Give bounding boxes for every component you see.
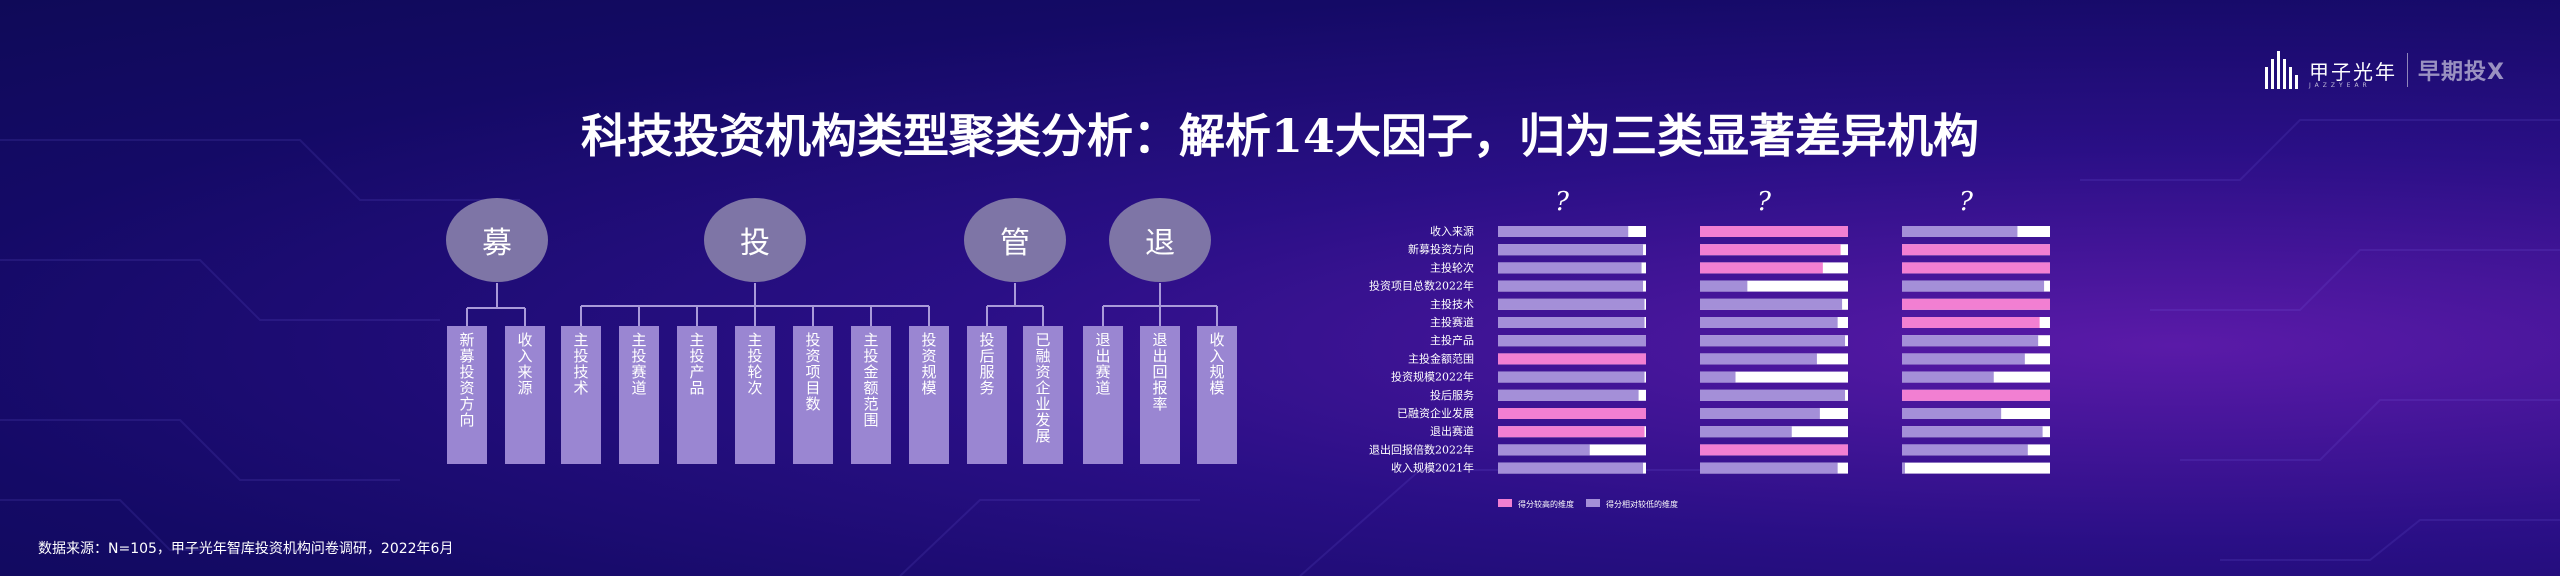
- bar-value: [1902, 389, 2050, 401]
- bar-value: [1700, 426, 1792, 438]
- factor-box: 退出回报率: [1140, 326, 1180, 464]
- bar-value: [1498, 462, 1644, 474]
- brand-logo: 甲子光年 JAZZYEAR 早期投X: [2265, 48, 2505, 92]
- bar-value: [1700, 335, 1846, 347]
- bar-value: [1498, 335, 1646, 347]
- factor-box: 已融资企业发展: [1023, 326, 1063, 464]
- bar-value: [1498, 371, 1645, 383]
- group-invest-node: 投: [704, 198, 806, 282]
- bar-value: [1498, 280, 1644, 292]
- factor-box: 新募投资方向: [447, 326, 487, 464]
- bar-value: [1498, 244, 1644, 256]
- data-source-note: 数据来源：N=105，甲子光年智库投资机构问卷调研，2022年6月: [38, 541, 454, 557]
- category-label: 已融资企业发展: [1397, 406, 1474, 420]
- category-label: 收入规模2021年: [1391, 461, 1474, 475]
- bar-value: [1700, 444, 1848, 456]
- bar-value: [1498, 444, 1590, 456]
- factor-box: 主投赛道: [619, 326, 659, 464]
- factor-box: 投资项目数: [793, 326, 833, 464]
- bar-value: [1498, 298, 1645, 310]
- bar-value: [1902, 426, 2043, 438]
- bar-background: [1700, 280, 1848, 292]
- factor-box: 主投技术: [561, 326, 601, 464]
- legend-low-label: 得分相对较低的维度: [1606, 499, 1678, 509]
- category-label: 主投轮次: [1430, 260, 1474, 274]
- factor-box: 主投金额范围: [851, 326, 891, 464]
- bar-value: [1902, 280, 2045, 292]
- bar-value: [1902, 353, 2025, 365]
- legend-low-swatch: [1586, 499, 1600, 507]
- factor-box: 收入来源: [505, 326, 545, 464]
- bar-value: [1498, 353, 1646, 365]
- category-label: 主投技术: [1430, 297, 1474, 311]
- bar-background: [1902, 462, 2050, 474]
- bar-value: [1700, 353, 1817, 365]
- group-manage-node: 管: [964, 198, 1066, 282]
- bar-value: [1498, 226, 1629, 237]
- bar-value: [1902, 244, 2050, 256]
- bar-value: [1700, 262, 1823, 274]
- bar-value: [1700, 317, 1838, 328]
- bar-background: [1700, 371, 1848, 383]
- bar-value: [1700, 280, 1748, 292]
- bar-value: [1902, 335, 2039, 347]
- bar-value: [1700, 389, 1846, 401]
- category-label: 主投金额范围: [1408, 351, 1474, 365]
- category-label: 退出回报倍数2022年: [1369, 442, 1474, 456]
- category-label: 主投产品: [1430, 333, 1474, 347]
- category-label: 收入来源: [1430, 224, 1474, 238]
- logo-brand-text: 甲子光年 JAZZYEAR: [2309, 59, 2397, 89]
- bar-value: [1498, 426, 1645, 438]
- bar-value: [1902, 298, 2050, 310]
- factor-box: 退出赛道: [1083, 326, 1123, 464]
- bar-value: [1498, 389, 1639, 401]
- cluster-label: ?: [1555, 187, 1570, 217]
- category-label: 主投赛道: [1430, 315, 1474, 329]
- factor-box: 收入规模: [1197, 326, 1237, 464]
- bar-value: [1902, 371, 1994, 383]
- page-title: 科技投资机构类型聚类分析：解析14大因子，归为三类显著差异机构: [580, 109, 1979, 163]
- factor-box: 主投轮次: [735, 326, 775, 464]
- bar-value: [1498, 262, 1642, 274]
- logo-divider: [2407, 53, 2408, 87]
- category-label: 投资规模2022年: [1391, 370, 1474, 384]
- factor-tree-connectors: [466, 283, 1218, 326]
- bar-value: [1902, 444, 2028, 456]
- cluster-label: ?: [1959, 187, 1974, 217]
- category-label: 投资项目总数2022年: [1369, 279, 1474, 293]
- bar-value: [1902, 226, 2018, 237]
- category-label: 退出赛道: [1430, 424, 1474, 438]
- cluster-label: ?: [1757, 187, 1772, 217]
- legend-high-label: 得分较高的维度: [1518, 499, 1574, 509]
- bar-value: [1700, 371, 1736, 383]
- bar-value: [1498, 408, 1646, 419]
- bar-value: [1700, 462, 1838, 474]
- factor-box: 主投产品: [677, 326, 717, 464]
- factor-box: 投资规模: [909, 326, 949, 464]
- bar-value: [1498, 317, 1645, 328]
- bar-value: [1902, 317, 2040, 328]
- bar-value: [1902, 408, 2002, 419]
- bar-value: [1700, 408, 1820, 419]
- legend-high-swatch: [1498, 499, 1512, 507]
- category-label: 新募投资方向: [1408, 242, 1474, 256]
- logo-right-text: 早期投X: [2418, 60, 2505, 85]
- category-label: 投后服务: [1430, 388, 1474, 402]
- bar-value: [1700, 244, 1841, 256]
- bar-value: [1902, 262, 2050, 274]
- group-fundraise-node: 募: [446, 198, 548, 282]
- bar-value: [1700, 226, 1848, 237]
- group-exit-node: 退: [1109, 198, 1211, 282]
- factor-box: 投后服务: [967, 326, 1007, 464]
- logo-bars-icon: [2265, 51, 2299, 89]
- bar-value: [1700, 298, 1843, 310]
- bar-value: [1902, 462, 1905, 474]
